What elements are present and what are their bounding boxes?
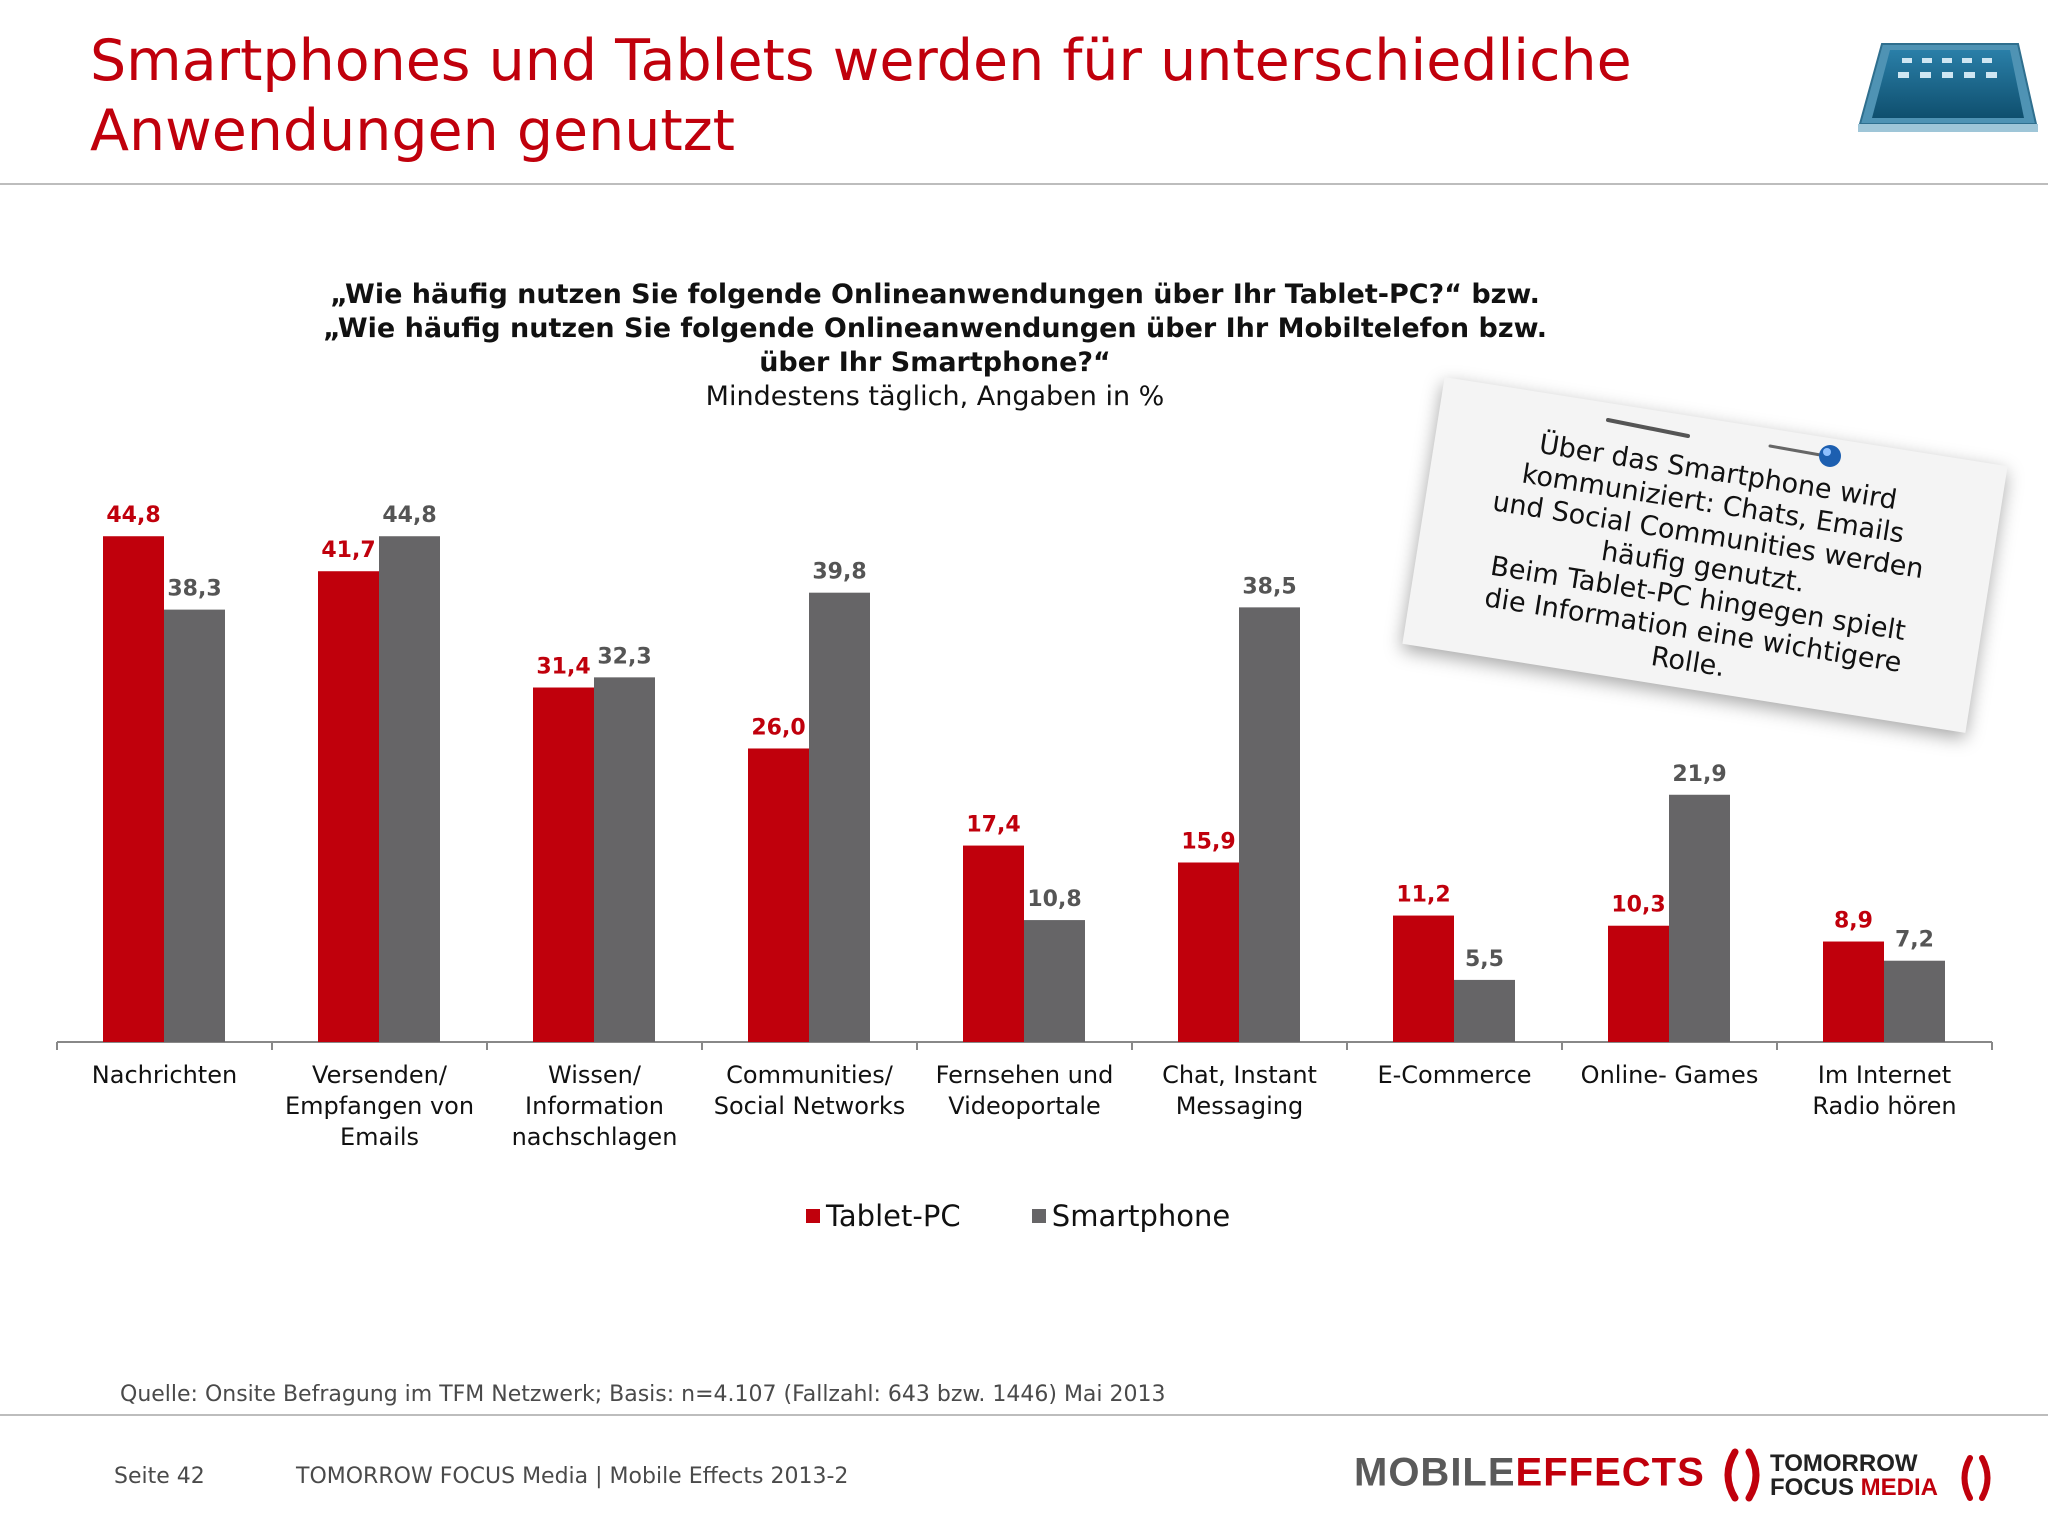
x-tick-label-line: nachschlagen [511, 1123, 678, 1151]
bar-tablet [1178, 862, 1239, 1042]
logo-tf-focus: FOCUS [1770, 1474, 1854, 1501]
tomorrow-focus-media-logo: TOMORROW FOCUS MEDIA [1770, 1450, 1991, 1501]
bar-tablet [1608, 925, 1669, 1042]
bar-smartphone [1239, 607, 1300, 1042]
bar-smartphone [594, 677, 655, 1042]
x-tick-label-line: Social Networks [713, 1092, 906, 1120]
logo-tf-media: MEDIA [1860, 1474, 1939, 1501]
bar-tablet [533, 687, 594, 1042]
x-tick-label: Fernsehen und Videoportale [919, 1060, 1131, 1122]
chart-subtitle: Mindestens täglich, Angaben in % [705, 381, 1165, 412]
page-title-line-1: Smartphones und Tablets werden für unter… [90, 28, 1632, 94]
bar-tablet [1393, 915, 1454, 1042]
legend-item-smartphone: Smartphone [1031, 1199, 1231, 1233]
bar-tablet [103, 536, 164, 1042]
x-tick-label-line: Empfangen von [284, 1092, 475, 1120]
x-tick-label-line: Nachrichten [91, 1061, 238, 1089]
x-tick-label: E-Commerce [1349, 1060, 1561, 1091]
bar-smartphone [379, 536, 440, 1042]
bar-tablet [1823, 941, 1884, 1042]
page-number: Seite 42 [114, 1464, 205, 1489]
logo-effects-text: EFFECTS [1515, 1450, 1705, 1495]
data-label-tablet: 26,0 [751, 715, 805, 740]
bar-smartphone [1884, 960, 1945, 1042]
legend-swatch-tablet [806, 1209, 820, 1223]
question-line-1: „Wie häufig nutzen Sie folgende Onlinean… [330, 279, 1540, 310]
x-tick-label-line: Wissen/ [548, 1061, 641, 1089]
chart-question: „Wie häufig nutzen Sie folgende Onlinean… [220, 278, 1650, 414]
x-tick-label-line: Online- Games [1580, 1061, 1759, 1089]
logo-bracket-icon [1724, 1448, 1760, 1502]
x-tick-label-line: Radio hören [1812, 1092, 1957, 1120]
legend-swatch-smartphone [1031, 1209, 1046, 1223]
footer: Seite 42 TOMORROW FOCUS Media | Mobile Ef… [114, 1464, 848, 1489]
page-title: Smartphones und Tablets werden für unter… [90, 26, 1790, 166]
x-tick-label-line: Communities/ [726, 1061, 893, 1089]
x-tick-label: Nachrichten [59, 1060, 271, 1091]
bar-tablet [963, 845, 1024, 1042]
data-label-tablet: 15,9 [1181, 829, 1235, 854]
x-tick-label-line: Information [525, 1092, 664, 1120]
chart-legend: Tablet-PC Smartphone [806, 1196, 1292, 1233]
x-tick-label-line: Chat, Instant [1162, 1061, 1317, 1089]
x-tick-label: Im Internet Radio hören [1779, 1060, 1991, 1122]
data-label-tablet: 41,7 [321, 538, 375, 563]
legend-label-smartphone: Smartphone [1051, 1199, 1231, 1233]
mobile-effects-logo: MOBILEEFFECTS [1354, 1448, 1767, 1504]
x-tick-label: Versenden/Empfangen von Emails [274, 1060, 486, 1153]
bar-smartphone [1454, 979, 1515, 1042]
data-label-tablet: 17,4 [966, 813, 1020, 838]
logo-tf-bracket-icon [1961, 1455, 1991, 1501]
bar-smartphone [1024, 920, 1085, 1042]
bar-chart: 44,8 41,7 31,4 26,0 17,4 15,9 11,2 10,3 8,9 38,3 4… [56, 503, 1993, 1050]
page-title-line-2: Anwendungen genutzt [90, 98, 735, 164]
question-line-3: über Ihr Smartphone?“ [759, 347, 1111, 378]
logo-tf-line-1: TOMORROW [1770, 1450, 1918, 1477]
question-line-2: „Wie häufig nutzen Sie folgende Onlinean… [322, 313, 1548, 344]
x-tick-label-line: Fernsehen und [935, 1061, 1114, 1089]
data-label-tablet: 10,3 [1611, 893, 1665, 918]
data-label-smartphone: 32,3 [597, 644, 651, 669]
tablet-icon [1858, 43, 2038, 132]
logo-mobile-text: MOBILE [1354, 1450, 1516, 1495]
data-label-smartphone: 39,8 [812, 560, 866, 585]
data-label-tablet: 11,2 [1396, 883, 1450, 908]
footer-text: TOMORROW FOCUS Media | Mobile Effects 20… [296, 1464, 849, 1489]
data-label-tablet: 8,9 [1834, 909, 1873, 934]
bar-smartphone [809, 592, 870, 1042]
data-label-smartphone: 7,2 [1895, 928, 1934, 953]
bar-smartphone [1669, 794, 1730, 1042]
bar-tablet [318, 571, 379, 1042]
x-tick-label: Communities/Social Networks [704, 1060, 916, 1122]
data-label-smartphone: 38,5 [1242, 574, 1296, 599]
x-tick-label-line: Emails [339, 1123, 420, 1151]
data-label-smartphone: 44,8 [382, 503, 436, 528]
x-tick-label-line: Messaging [1175, 1092, 1304, 1120]
data-label-tablet: 44,8 [106, 503, 160, 528]
data-label-smartphone: 21,9 [1672, 762, 1726, 787]
x-tick-label: Chat, Instant Messaging [1134, 1060, 1346, 1122]
footer-divider [0, 1414, 2048, 1416]
data-label-smartphone: 38,3 [167, 577, 221, 602]
legend-item-tablet: Tablet-PC [806, 1199, 961, 1233]
bar-smartphone [164, 609, 225, 1042]
bar-tablet [748, 748, 809, 1042]
legend-label-tablet: Tablet-PC [826, 1199, 961, 1233]
data-label-smartphone: 10,8 [1027, 887, 1081, 912]
header-divider [0, 183, 2048, 185]
data-label-tablet: 31,4 [536, 655, 590, 680]
x-tick-label: Wissen/Information nachschlagen [489, 1060, 701, 1153]
pushpin-icon [1606, 418, 1841, 467]
data-label-smartphone: 5,5 [1465, 947, 1504, 972]
x-tick-label-line: Versenden/ [312, 1061, 447, 1089]
source-note: Quelle: Onsite Befragung im TFM Netzwerk… [120, 1382, 1166, 1407]
x-tick-label: Online- Games [1564, 1060, 1776, 1091]
x-tick-label-line: E-Commerce [1377, 1061, 1532, 1089]
x-tick-label-line: Im Internet [1817, 1061, 1952, 1089]
x-tick-label-line: Videoportale [948, 1092, 1101, 1120]
